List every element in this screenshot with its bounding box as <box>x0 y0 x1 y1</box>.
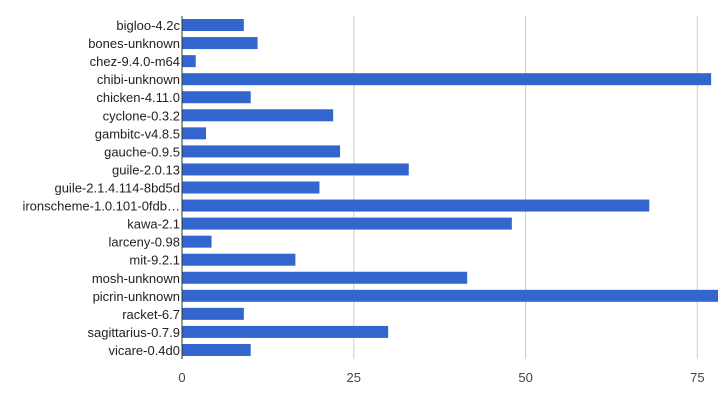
bar <box>182 109 334 122</box>
bar <box>182 325 389 338</box>
category-label: kawa-2.1 <box>127 217 180 232</box>
bar <box>182 253 296 266</box>
category-labels: bigloo-4.2c bones-unknown chez-9.4.0-m64 ch… <box>22 18 180 358</box>
x-tick-label: 25 <box>347 370 361 385</box>
bar <box>182 307 244 320</box>
category-label: cyclone-0.3.2 <box>103 108 180 123</box>
category-label: vicare-0.4d0 <box>108 343 180 358</box>
bar <box>182 19 244 32</box>
category-label: chibi-unknown <box>97 72 180 87</box>
bar <box>182 163 409 176</box>
bar <box>182 127 207 140</box>
category-label: bigloo-4.2c <box>116 18 180 33</box>
x-tick-label: 0 <box>178 370 185 385</box>
category-label: mit-9.2.1 <box>129 253 180 268</box>
bar <box>182 37 258 50</box>
category-label: sagittarius-0.7.9 <box>88 325 181 340</box>
bar <box>182 199 650 212</box>
bar <box>182 343 251 356</box>
category-label: ironscheme-1.0.101-0fdb… <box>22 199 180 214</box>
category-label: picrin-unknown <box>93 289 180 304</box>
bar <box>182 91 251 104</box>
bar <box>182 55 196 68</box>
bars <box>182 19 718 356</box>
grid-lines <box>353 16 698 359</box>
x-axis-tick-labels: 0 25 50 75 <box>178 370 704 385</box>
bar <box>182 181 320 194</box>
category-label: larceny-0.98 <box>108 235 180 250</box>
category-label: gauche-0.9.5 <box>104 144 180 159</box>
category-label: guile-2.0.13 <box>112 162 180 177</box>
bar <box>182 271 468 284</box>
category-label: guile-2.1.4.114-8bd5d <box>54 181 180 196</box>
category-label: gambitc-v4.8.5 <box>95 126 180 141</box>
category-label: bones-unknown <box>88 36 180 51</box>
bar <box>182 217 512 230</box>
category-label: chicken-4.11.0 <box>96 90 180 105</box>
category-label: mosh-unknown <box>92 271 180 286</box>
bar <box>182 145 341 158</box>
bar <box>182 289 718 302</box>
bar <box>182 235 212 248</box>
bar <box>182 73 712 86</box>
category-label: racket-6.7 <box>122 307 180 322</box>
x-tick-label: 75 <box>690 370 704 385</box>
x-tick-label: 50 <box>518 370 532 385</box>
category-label: chez-9.4.0-m64 <box>90 54 180 69</box>
